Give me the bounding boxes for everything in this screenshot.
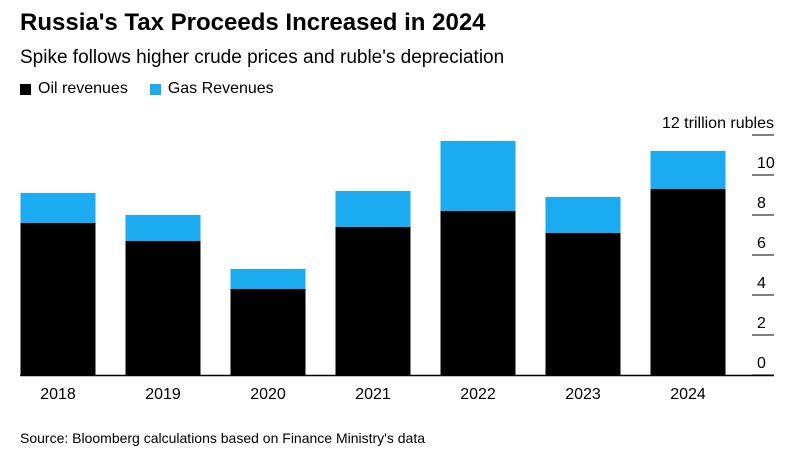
bar-gas-2018 [20, 193, 96, 223]
x-tick-label-2020: 2020 [250, 386, 286, 403]
bar-gas-2024 [650, 151, 726, 189]
legend-label-gas: Gas Revenues [167, 80, 274, 97]
x-tick-label-2018: 2018 [40, 386, 76, 403]
y-tick-label-10: 10 [757, 155, 775, 172]
bar-gas-2022 [440, 141, 516, 211]
bar-gas-2021 [335, 191, 411, 227]
legend-swatch-gas [149, 83, 161, 95]
legend-item-gas: Gas Revenues [149, 80, 274, 98]
bar-oil-2020 [230, 289, 306, 375]
y-tick-label-4: 4 [757, 275, 766, 292]
bar-gas-2019 [125, 215, 201, 241]
bar-oil-2019 [125, 241, 201, 375]
bar-gas-2020 [230, 269, 306, 289]
bar-oil-2024 [650, 189, 726, 375]
x-tick-label-2019: 2019 [145, 386, 181, 403]
x-tick-label-2022: 2022 [460, 386, 496, 403]
y-tick-label-12: 12 trillion rubles [662, 115, 774, 132]
x-tick-label-2021: 2021 [355, 386, 391, 403]
chart-subtitle: Spike follows higher crude prices and ru… [20, 47, 505, 68]
x-tick-label-2023: 2023 [565, 386, 601, 403]
legend-swatch-oil [20, 83, 31, 95]
y-tick-label-2: 2 [757, 315, 766, 332]
chart-title: Russia's Tax Proceeds Increased in 2024 [20, 9, 486, 36]
bar-oil-2023 [545, 233, 621, 375]
legend-label-oil: Oil revenues [38, 80, 128, 97]
y-tick-label-8: 8 [757, 195, 766, 212]
bar-oil-2018 [20, 223, 96, 375]
bar-oil-2022 [440, 211, 516, 375]
x-tick-label-2024: 2024 [670, 386, 706, 403]
y-tick-label-6: 6 [757, 235, 766, 252]
bar-oil-2021 [335, 227, 411, 375]
legend: Oil revenues Gas Revenues [20, 80, 296, 98]
source-note: Source: Bloomberg calculations based on … [20, 430, 425, 446]
bar-gas-2023 [545, 197, 621, 233]
y-tick-label-0: 0 [757, 355, 766, 372]
legend-item-oil: Oil revenues [20, 80, 128, 98]
